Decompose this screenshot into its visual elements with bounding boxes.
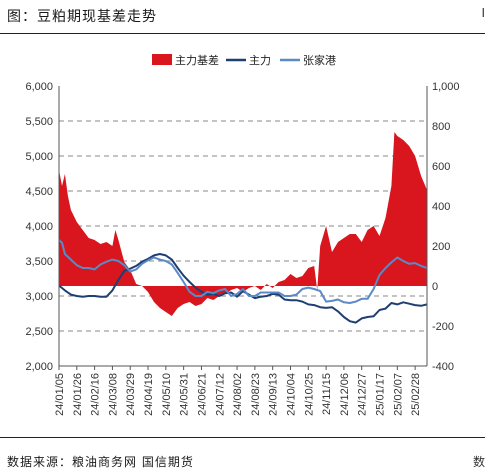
left-tick-label: 3,500 [25,256,53,268]
right-tick-label: 400 [432,201,450,213]
x-tick-label: 24/12/06 [339,373,351,416]
left-tick-label: 2,500 [25,326,53,338]
x-tick-label: 24/06/21 [196,373,208,416]
legend-swatch [152,54,172,65]
x-tick-label: 25/01/17 [375,373,387,416]
edge-mark-top: I [481,6,485,20]
right-tick-label: 1,000 [432,81,460,93]
x-tick-label: 24/12/27 [357,373,369,416]
right-tick-label: 200 [432,241,450,253]
right-tick-label: 800 [432,121,450,133]
x-tick-label: 24/05/31 [179,373,191,416]
plot-area [58,132,428,324]
x-tick-label: 24/02/16 [90,373,102,416]
x-tick-label: 24/01/05 [54,373,66,416]
legend-label: 张家港 [303,53,336,67]
left-tick-label: 5,500 [25,116,53,128]
right-tick-label: -400 [432,361,454,373]
chart-title: 图：豆粕期现基差走势 [7,9,157,25]
x-tick-label: 25/02/07 [392,373,404,416]
right-tick-label: 600 [432,161,450,173]
legend-label: 主力基差 [175,53,219,67]
x-tick-label: 24/03/08 [107,373,119,416]
left-tick-label: 5,000 [25,151,53,163]
left-tick-label: 4,000 [25,221,53,233]
legend-item: 张家港 [280,53,336,67]
top-rule [0,33,485,34]
series-main-line [58,253,428,324]
axes: 2,000 2,500 3,000 3,500 4,000 4,500 5,000 5,500… [25,81,459,416]
series-zhangjiagang-line [58,239,428,304]
series-basis-area [59,132,427,316]
x-tick-label: 24/11/15 [321,373,333,415]
basis-chart: 2,000 2,500 3,000 3,500 4,000 4,500 5,000 5,500… [25,53,459,416]
edge-mark-bottom: 数 [472,455,485,469]
x-tick-label: 24/10/25 [303,373,315,416]
x-tick-label: 24/03/29 [125,373,137,416]
legend-item: 主力基差 [152,53,219,67]
bottom-rule [0,437,485,438]
legend-item: 主力 [226,54,271,67]
x-tick-label: 24/08/02 [232,373,244,416]
x-tick-label: 24/10/04 [285,373,297,416]
data-source: 数据来源：粮油商务网 国信期货 [7,455,194,469]
x-tick-label: 24/01/26 [72,373,84,416]
x-tick-label: 25/02/28 [410,373,422,416]
left-tick-label: 2,000 [25,361,53,373]
right-tick-label: -200 [432,321,454,333]
right-tick-label: 0 [432,281,438,293]
grid-lines [59,120,427,332]
x-tick-label: 24/09/13 [268,373,280,416]
x-tick-label: 24/07/12 [214,373,226,416]
x-tick-label: 24/04/19 [143,373,155,416]
left-tick-label: 4,500 [25,186,53,198]
x-tick-label: 24/08/23 [250,373,262,416]
left-tick-label: 3,000 [25,291,53,303]
x-tick-label: 24/05/10 [161,373,173,416]
legend-label: 主力 [249,54,271,67]
legend: 主力基差 主力 张家港 [152,53,336,67]
left-tick-label: 6,000 [25,81,53,93]
